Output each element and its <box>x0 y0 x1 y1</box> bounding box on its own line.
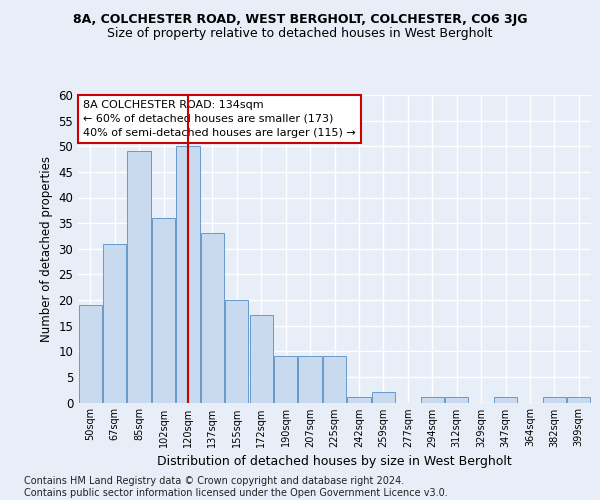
Bar <box>103 244 126 402</box>
Text: Size of property relative to detached houses in West Bergholt: Size of property relative to detached ho… <box>107 28 493 40</box>
Y-axis label: Number of detached properties: Number of detached properties <box>40 156 53 342</box>
Bar <box>567 398 590 402</box>
X-axis label: Distribution of detached houses by size in West Bergholt: Distribution of detached houses by size … <box>157 455 512 468</box>
Bar <box>543 398 566 402</box>
Bar <box>274 356 297 403</box>
Text: Contains HM Land Registry data © Crown copyright and database right 2024.
Contai: Contains HM Land Registry data © Crown c… <box>24 476 448 498</box>
Bar <box>201 234 224 402</box>
Bar <box>250 316 273 402</box>
Bar <box>372 392 395 402</box>
Text: 8A COLCHESTER ROAD: 134sqm
← 60% of detached houses are smaller (173)
40% of sem: 8A COLCHESTER ROAD: 134sqm ← 60% of deta… <box>83 100 356 138</box>
Bar <box>152 218 175 402</box>
Bar <box>79 305 102 402</box>
Bar <box>421 398 444 402</box>
Bar <box>445 398 468 402</box>
Bar <box>176 146 200 403</box>
Text: 8A, COLCHESTER ROAD, WEST BERGHOLT, COLCHESTER, CO6 3JG: 8A, COLCHESTER ROAD, WEST BERGHOLT, COLC… <box>73 12 527 26</box>
Bar <box>323 356 346 403</box>
Bar <box>494 398 517 402</box>
Bar <box>347 398 371 402</box>
Bar <box>225 300 248 402</box>
Bar <box>298 356 322 403</box>
Bar <box>127 152 151 402</box>
